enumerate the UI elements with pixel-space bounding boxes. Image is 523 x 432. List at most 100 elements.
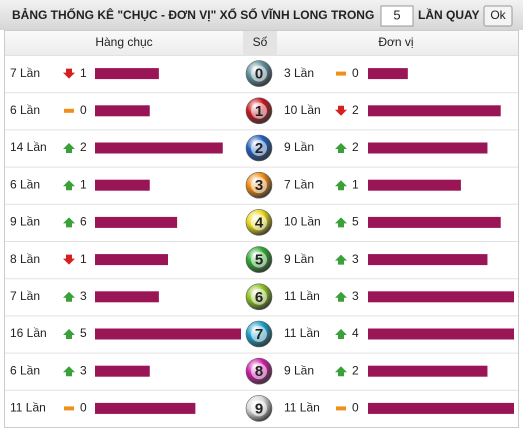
units-change: 1 [352,177,359,191]
units-change: 2 [352,363,359,377]
units-count: 7 Lần [284,177,314,191]
tens-bar [95,328,241,340]
trend-up-icon [63,180,75,191]
number-ball-center [251,140,267,156]
tens-change: 2 [80,140,87,154]
units-bar [368,254,488,266]
column-header: Đơn vị [378,35,413,49]
ball-digit: 1 [255,103,263,120]
input-value[interactable]: 5 [393,7,400,22]
ball-digit: 8 [255,363,263,380]
number-ball-center [251,177,267,194]
trend-up-icon [63,143,75,153]
trend-up-icon [335,143,347,153]
tens-change: 6 [80,215,87,229]
units-change: 2 [352,140,359,154]
units-bar [368,68,408,80]
tens-count: 6 Lần [10,363,40,377]
units-count: 9 Lần [284,252,314,266]
tens-count: 7 Lần [10,66,40,80]
tens-change: 1 [80,252,87,266]
trend-down-icon [63,254,75,265]
trend-up-icon [63,366,75,377]
tens-bar [95,254,168,266]
tens-count: 14 Lần [10,140,47,154]
tens-bar [95,216,178,228]
units-change: 0 [352,66,359,80]
ball-digit: 7 [255,326,263,343]
units-count: 10 Lần [284,103,321,117]
trend-up-icon [335,366,347,377]
trend-up-icon [335,180,347,191]
trend-down-icon [335,105,347,116]
header-suffix: LẦN QUAY [418,7,480,22]
tens-change: 1 [80,66,87,80]
units-count: 9 Lần [284,363,314,377]
trend-up-icon [335,329,347,339]
units-count: 11 Lần [284,326,320,340]
ball-digit: 3 [255,177,263,194]
column-header: Hàng chục [95,35,152,49]
units-bar [368,328,514,340]
ok-button-label[interactable]: Ok [490,8,506,22]
number-ball-center [251,326,267,342]
units-change: 3 [352,252,359,266]
units-count: 9 Lần [284,140,314,154]
trend-up-icon [63,329,75,339]
tens-bar [95,142,223,154]
tens-count: 7 Lần [10,289,40,303]
ball-digit: 9 [255,400,263,417]
units-change: 5 [352,215,359,229]
trend-up-icon [335,254,347,265]
trend-same-icon [336,406,346,411]
tens-change: 0 [80,103,87,117]
units-bar [368,216,501,228]
trend-up-icon [63,217,75,228]
number-ball-center [251,214,267,231]
header-bar [0,0,523,30]
units-change: 4 [352,326,359,340]
tens-bar [95,402,196,414]
trend-up-icon [63,291,75,302]
number-ball-center [251,65,267,82]
ball-digit: 4 [255,214,264,231]
units-change: 0 [352,401,359,415]
trend-up-icon [335,217,347,228]
units-bar [368,105,501,117]
units-bar [368,179,461,191]
number-ball-center [251,251,267,268]
so-header-cell [243,31,277,55]
units-count: 11 Lần [284,401,320,415]
tens-count: 9 Lần [10,215,40,229]
number-ball-center [251,102,267,119]
tens-change: 0 [80,401,87,415]
tens-bar [95,291,159,303]
tens-count: 6 Lần [10,103,40,117]
tens-count: 6 Lần [10,177,40,191]
ok-button[interactable] [483,5,513,27]
column-header: Số [253,35,268,49]
units-change: 2 [352,103,359,117]
units-bar [368,365,488,377]
trend-same-icon [64,406,74,411]
trend-down-icon [63,68,75,79]
draw-count-input[interactable] [380,5,414,27]
tens-bar [95,365,150,377]
units-count: 11 Lần [284,289,320,303]
tens-bar [95,68,159,80]
tens-change: 3 [80,363,87,377]
units-bar [368,291,514,303]
units-count: 3 Lần [284,66,314,80]
units-change: 3 [352,289,359,303]
tens-change: 1 [80,177,87,191]
tens-count: 16 Lần [10,326,47,340]
units-bar [368,402,514,414]
tens-count: 8 Lần [10,252,40,266]
tens-bar [95,105,150,117]
tens-change: 5 [80,326,87,340]
trend-up-icon [335,291,347,302]
units-bar [368,142,488,154]
tens-change: 3 [80,289,87,303]
